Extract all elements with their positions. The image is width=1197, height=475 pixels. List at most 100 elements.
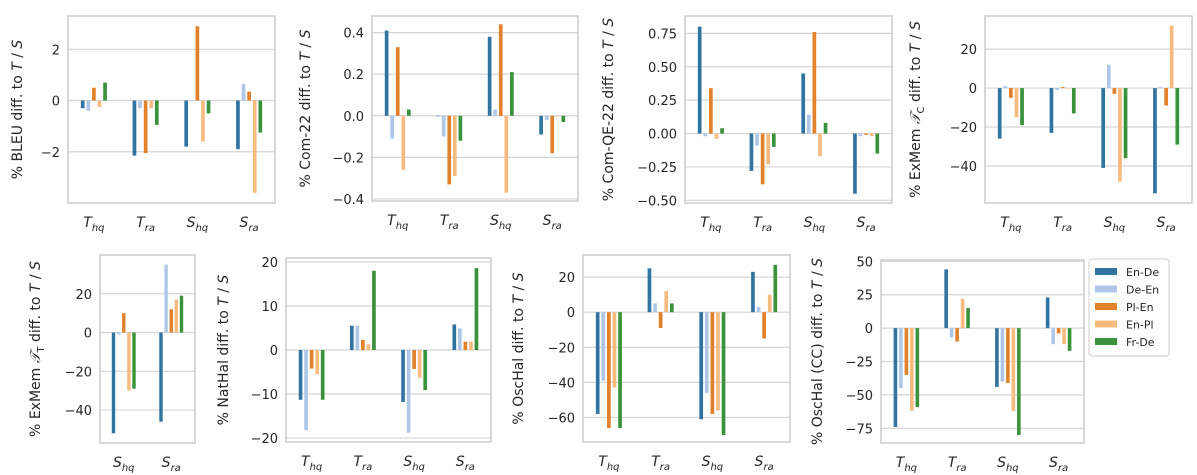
x-tick-label: Shq	[1104, 215, 1126, 234]
bar-de-en	[86, 100, 91, 111]
bar-en-de	[452, 324, 457, 350]
bar-en-de	[436, 115, 440, 117]
bar-de-en	[138, 100, 142, 109]
x-tick-label: Thq	[896, 455, 917, 474]
x-tick-label: Shq	[997, 455, 1019, 474]
axes-frame	[582, 254, 791, 443]
bar-fr-de	[423, 350, 428, 391]
bar-en-pl	[1169, 25, 1174, 89]
bar-en-de	[80, 100, 85, 109]
bar-en-pl	[401, 115, 406, 170]
y-tick-label: 20	[261, 256, 278, 271]
bar-fr-de	[258, 100, 263, 133]
bar-en-de	[159, 332, 163, 422]
bar-en-de	[893, 328, 898, 427]
y-tick-label: −2	[41, 146, 60, 161]
bar-de-en	[1000, 328, 1005, 382]
bar-en-de	[1101, 88, 1106, 168]
x-tick-label: Shq	[113, 455, 135, 474]
x-tick-label: Sra	[857, 215, 876, 234]
bar-de-en	[1106, 64, 1111, 89]
y-tick-label: 25	[856, 289, 873, 304]
legend-label: Fr-De	[1126, 336, 1155, 349]
bar-de-en	[164, 264, 168, 333]
bar-en-de	[751, 271, 755, 313]
bar-de-en	[493, 109, 498, 116]
bar-de-en	[1051, 328, 1055, 345]
bar-en-pl	[612, 312, 617, 388]
bar-en-pl	[504, 115, 509, 193]
x-tick-label: Thq	[387, 213, 408, 232]
bar-pl-en	[607, 312, 611, 428]
bar-pl-en	[498, 24, 503, 116]
y-tick-label: 0	[567, 306, 575, 321]
bar-de-en	[116, 332, 121, 335]
bar-de-en	[355, 325, 360, 350]
subplot-3: 0.75 0.50 0.25 0.00 −0.25 −0.50 Thq Tra Shq Sra % …	[601, 15, 893, 234]
bar-de-en	[304, 350, 308, 431]
bar-fr-de	[132, 332, 136, 389]
bar-de-en	[544, 115, 549, 120]
bar-en-de	[111, 332, 116, 434]
bar-en-pl	[174, 299, 179, 333]
bar-en-de	[699, 312, 704, 420]
y-tick-label: 10	[261, 300, 278, 315]
bar-pl-en	[550, 115, 555, 154]
bar-en-de	[539, 115, 543, 135]
x-tick-label: Sra	[240, 215, 259, 234]
y-axis-label: % BLEU diff. to T / S	[10, 40, 26, 180]
bar-de-en	[756, 306, 761, 313]
y-tick-label: 0.0	[343, 110, 364, 125]
y-tick-label: 0	[865, 322, 873, 337]
x-tick-label: Tra	[948, 455, 967, 474]
y-axis-label: % NatHal diff. to T / S	[216, 275, 232, 426]
x-tick-label: Tra	[753, 215, 772, 234]
bar-en-pl	[417, 350, 422, 378]
bar-pl-en	[1009, 88, 1013, 98]
x-tick-label: Shq	[187, 215, 209, 234]
bar-pl-en	[92, 87, 96, 101]
bar-fr-de	[561, 115, 566, 123]
bar-en-pl	[910, 328, 914, 411]
bar-fr-de	[771, 133, 776, 147]
bar-en-de	[384, 30, 389, 116]
bar-pl-en	[1112, 88, 1117, 94]
y-tick-label: 0.2	[343, 68, 364, 83]
bar-en-pl	[960, 298, 965, 329]
x-tick-label: Thq	[598, 454, 619, 473]
bar-pl-en	[812, 32, 817, 134]
bar-fr-de	[458, 115, 463, 141]
bar-pl-en	[955, 328, 959, 342]
y-tick-label: −0.4	[332, 193, 364, 208]
y-tick-label: −20	[65, 365, 92, 380]
bar-pl-en	[762, 312, 766, 339]
bar-en-pl	[366, 344, 371, 350]
bar-de-en	[703, 133, 708, 137]
legend: En-De De-En Pl-En En-Pl Fr-De	[1088, 258, 1170, 357]
bar-de-en	[406, 350, 411, 433]
bar-en-pl	[716, 312, 720, 411]
y-tick-label: 20	[75, 288, 92, 303]
bar-en-de	[1045, 297, 1050, 329]
bar-fr-de	[1123, 88, 1128, 159]
bar-en-de	[697, 26, 702, 134]
x-tick-label: Thq	[301, 454, 322, 473]
bar-fr-de	[154, 100, 159, 125]
y-tick-label: 20	[960, 43, 977, 58]
bar-en-pl	[555, 115, 560, 117]
bar-en-pl	[869, 133, 874, 137]
bar-en-pl	[252, 100, 257, 193]
y-tick-label: −0.25	[637, 161, 677, 176]
y-tick-label: 0.25	[648, 94, 677, 109]
legend-label: En-Pl	[1126, 319, 1154, 332]
bar-en-de	[997, 88, 1002, 139]
y-tick-label: 0	[969, 82, 977, 97]
y-axis-label: % Com-22 diff. to T / S	[298, 29, 314, 187]
bar-fr-de	[179, 295, 184, 333]
subplot-6: 20 10 0 −10 −20 Thq Tra Shq Sra % NatHal diff. to…	[216, 256, 492, 473]
bar-en-pl	[1011, 328, 1016, 411]
y-tick-label: −40	[65, 404, 92, 419]
bar-pl-en	[122, 313, 126, 333]
bar-fr-de	[372, 270, 376, 350]
